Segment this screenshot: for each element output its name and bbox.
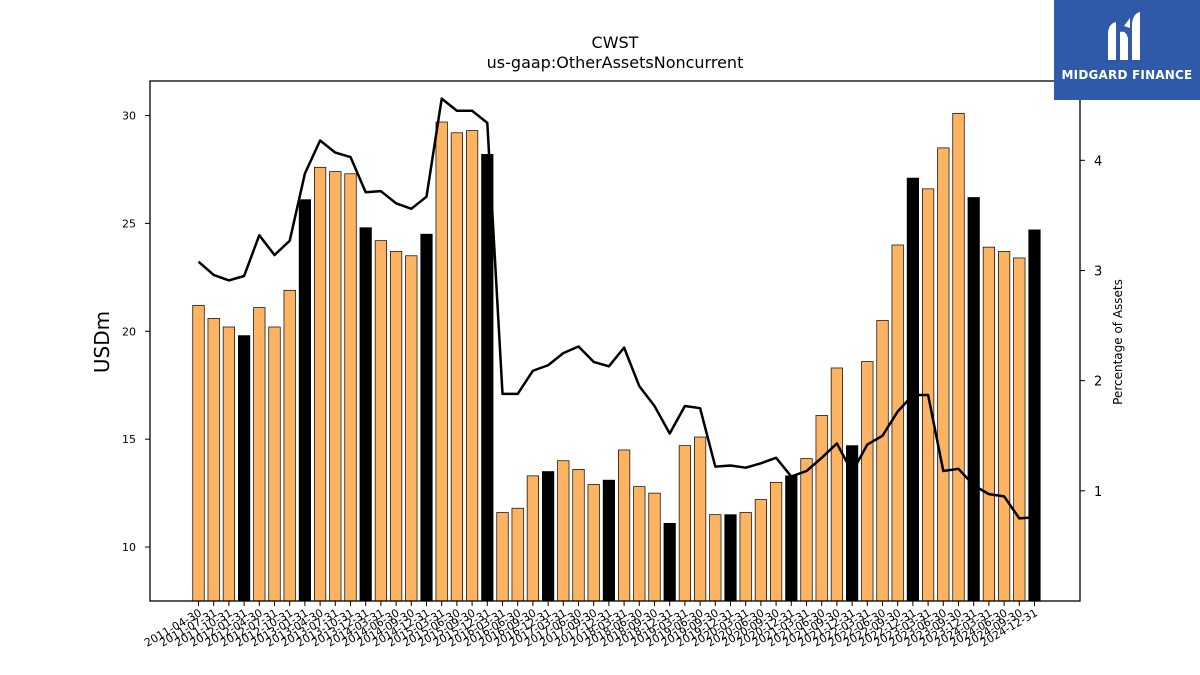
bar [283, 289, 296, 602]
bar [724, 514, 737, 602]
line-layer [197, 97, 1035, 520]
bar [435, 121, 448, 602]
bar [830, 367, 844, 602]
bar [709, 514, 722, 602]
bar [891, 244, 904, 602]
series-line [197, 97, 1035, 520]
bar [298, 199, 311, 602]
bar [800, 458, 813, 602]
bar [785, 475, 798, 602]
bar [359, 227, 372, 602]
y-tick-label: 15 [122, 433, 136, 446]
bar [982, 246, 996, 602]
bar [238, 335, 251, 602]
bar [314, 166, 327, 602]
bar [511, 507, 524, 602]
y2-axis-label: Percentage of Assets [1111, 279, 1125, 405]
bar [1028, 229, 1041, 602]
bar [268, 326, 281, 602]
bar [997, 251, 1011, 602]
bar [405, 255, 418, 602]
logo-text: MIDGARD FINANCE [1061, 68, 1193, 82]
bar [481, 154, 494, 602]
plot-frame [149, 80, 1081, 602]
bar [344, 173, 357, 602]
bar [420, 233, 433, 602]
y-tick-label: 10 [122, 541, 136, 554]
bar [374, 240, 387, 602]
bar [222, 326, 235, 602]
bar [845, 445, 859, 602]
bar [633, 486, 646, 602]
bar [861, 361, 874, 602]
y2-tick-label: 3 [1094, 264, 1102, 279]
bars-layer [192, 113, 1041, 602]
bar [1013, 257, 1026, 602]
bar [329, 171, 342, 602]
bar [693, 436, 707, 602]
bar [678, 445, 692, 602]
bar [207, 317, 220, 602]
bar [739, 512, 752, 602]
y2-tick-label: 2 [1094, 375, 1102, 390]
logo-mark-icon [1108, 12, 1140, 60]
y2-tick-label: 4 [1094, 154, 1102, 169]
bar [876, 320, 889, 602]
chart-title: CWST [592, 33, 639, 52]
y-tick-label: 30 [122, 110, 136, 123]
y-axis-label: USDm [90, 311, 114, 373]
bar [663, 522, 676, 602]
bar [541, 471, 555, 602]
chart-subtitle: us-gaap:OtherAssetsNoncurrent [487, 53, 744, 72]
bar [496, 512, 509, 602]
bar [557, 460, 570, 602]
bar [952, 113, 965, 602]
y-tick-label: 20 [122, 325, 136, 338]
brand-logo: MIDGARD FINANCE [1054, 0, 1200, 100]
bar [466, 130, 479, 602]
y2-tick-label: 1 [1094, 485, 1102, 500]
bar [617, 449, 631, 602]
bar [602, 479, 616, 602]
bar [937, 147, 950, 602]
bar [572, 469, 585, 602]
bar [967, 197, 980, 602]
bar [906, 177, 920, 602]
bar [253, 307, 266, 602]
y-tick-label: 25 [122, 217, 136, 230]
bar [192, 305, 205, 602]
bar [754, 499, 768, 602]
bar [769, 481, 783, 602]
bar [390, 251, 403, 602]
bar [648, 492, 661, 602]
bar [587, 484, 600, 602]
bar [526, 475, 540, 602]
bar [815, 415, 828, 602]
bar [450, 132, 463, 602]
